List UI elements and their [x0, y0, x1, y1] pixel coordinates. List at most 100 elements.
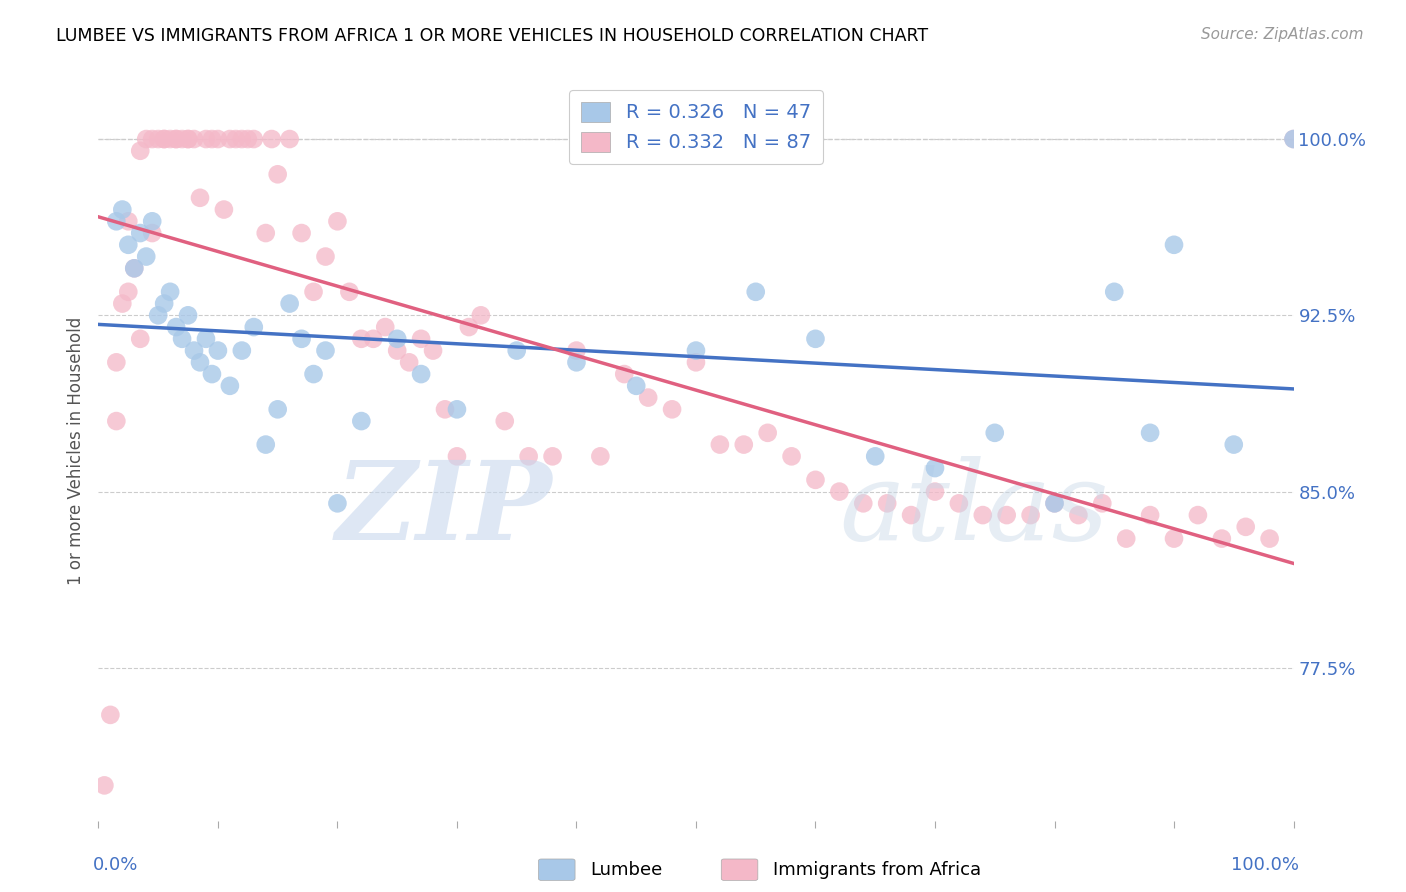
Point: [804, 332, 827, 346]
Point: [1139, 425, 1161, 440]
Point: [315, 250, 337, 264]
Point: [948, 496, 970, 510]
Point: [165, 132, 187, 146]
Legend: R = 0.326   N = 47, R = 0.332   N = 87: R = 0.326 N = 47, R = 0.332 N = 87: [569, 90, 823, 164]
Point: [260, 132, 283, 146]
Point: [212, 202, 235, 217]
Point: [745, 285, 768, 299]
Point: [326, 214, 349, 228]
Point: [685, 343, 707, 358]
Point: [339, 285, 361, 299]
Point: [219, 379, 242, 393]
Point: [1211, 532, 1233, 546]
Point: [98, 707, 122, 722]
Point: [637, 391, 659, 405]
Point: [613, 367, 636, 381]
Point: [172, 332, 194, 346]
Point: [231, 343, 253, 358]
Point: [219, 132, 242, 146]
Point: [924, 484, 946, 499]
Point: [243, 320, 266, 334]
Point: [541, 450, 564, 464]
Point: [458, 320, 481, 334]
Text: LUMBEE VS IMMIGRANTS FROM AFRICA 1 OR MORE VEHICLES IN HOUSEHOLD CORRELATION CHA: LUMBEE VS IMMIGRANTS FROM AFRICA 1 OR MO…: [56, 27, 928, 45]
Point: [291, 332, 314, 346]
Text: atlas: atlas: [839, 456, 1109, 564]
Point: [129, 332, 152, 346]
Point: [1163, 532, 1185, 546]
Point: [153, 296, 176, 310]
Point: [780, 450, 803, 464]
Point: [105, 214, 128, 228]
Point: [984, 425, 1007, 440]
Point: [93, 778, 115, 792]
Point: [661, 402, 683, 417]
Point: [1282, 132, 1305, 146]
Point: [1019, 508, 1042, 522]
Point: [111, 296, 134, 310]
Point: [506, 343, 529, 358]
Point: [470, 308, 492, 322]
Point: [995, 508, 1018, 522]
Point: [129, 144, 152, 158]
Point: [236, 132, 259, 146]
Text: 0.0%: 0.0%: [93, 856, 138, 874]
Point: [363, 332, 385, 346]
Point: [278, 296, 301, 310]
Point: [159, 132, 181, 146]
Point: [148, 132, 170, 146]
Point: [111, 202, 134, 217]
Point: [172, 132, 194, 146]
Point: [1234, 520, 1257, 534]
Point: [201, 132, 224, 146]
Point: [422, 343, 444, 358]
Point: [626, 379, 648, 393]
Point: [446, 402, 468, 417]
Point: [278, 132, 301, 146]
Point: [411, 332, 433, 346]
Point: [207, 343, 229, 358]
Point: [685, 355, 707, 369]
Point: [117, 285, 139, 299]
Point: [105, 355, 128, 369]
Y-axis label: 1 or more Vehicles in Household: 1 or more Vehicles in Household: [66, 317, 84, 584]
Point: [326, 496, 349, 510]
Point: [733, 437, 755, 451]
Point: [165, 132, 187, 146]
Point: [165, 320, 187, 334]
Point: [924, 461, 946, 475]
Point: [1115, 532, 1137, 546]
Point: [207, 132, 229, 146]
Point: [153, 132, 176, 146]
Point: [589, 450, 612, 464]
Point: [398, 355, 420, 369]
Point: [1067, 508, 1090, 522]
Point: [1043, 496, 1066, 510]
Point: [302, 367, 325, 381]
Point: [153, 132, 176, 146]
Point: [183, 132, 205, 146]
Point: [865, 450, 887, 464]
Point: [267, 167, 290, 181]
Point: [135, 132, 157, 146]
Point: [756, 425, 779, 440]
Point: [291, 226, 314, 240]
Point: [231, 132, 253, 146]
Point: [141, 226, 163, 240]
Point: [434, 402, 457, 417]
Point: [852, 496, 875, 510]
Point: [374, 320, 396, 334]
Point: [385, 343, 409, 358]
Point: [188, 355, 211, 369]
Point: [350, 332, 373, 346]
Point: [135, 250, 157, 264]
Point: [141, 132, 163, 146]
Text: Immigrants from Africa: Immigrants from Africa: [773, 861, 981, 879]
Point: [1258, 532, 1281, 546]
Text: ZIP: ZIP: [336, 456, 553, 564]
Point: [177, 308, 200, 322]
Point: [517, 450, 540, 464]
Point: [1043, 496, 1066, 510]
Point: [201, 367, 224, 381]
Point: [195, 332, 218, 346]
